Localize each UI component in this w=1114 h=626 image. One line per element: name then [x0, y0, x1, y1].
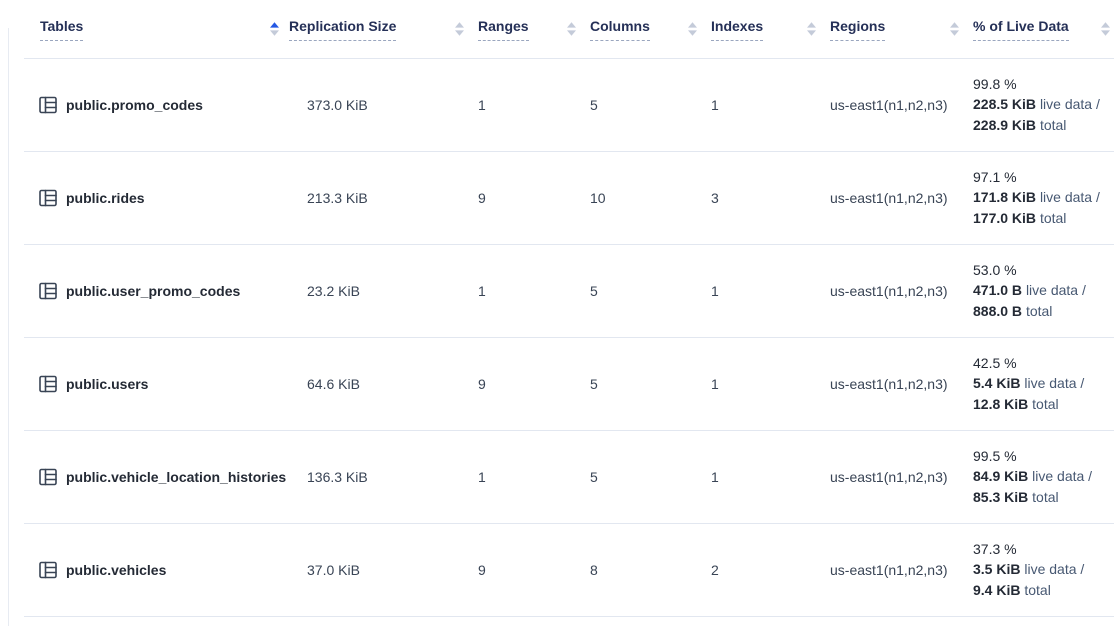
table-icon [39, 282, 57, 299]
indexes-cell: 2 [711, 523, 830, 617]
regions-cell: us-east1(n1,n2,n3) [830, 523, 973, 617]
sort-carets-icon[interactable] [567, 22, 576, 36]
ranges-cell: 9 [478, 523, 590, 617]
live-percent: 99.5 % [973, 447, 1017, 464]
total-size-line: 12.8 KiB total [973, 395, 1059, 412]
column-header-regions[interactable]: Regions [830, 0, 973, 59]
column-label-live-data[interactable]: % of Live Data [973, 17, 1069, 41]
total-size-line: 888.0 B total [973, 302, 1053, 319]
sort-carets-icon[interactable] [455, 22, 464, 36]
regions-cell: us-east1(n1,n2,n3) [830, 244, 973, 338]
column-label-tables[interactable]: Tables [40, 17, 84, 41]
table-icon [39, 561, 57, 578]
ranges-cell: 9 [478, 151, 590, 245]
table-name-link[interactable]: public.promo_codes [66, 96, 203, 113]
column-header-tables[interactable]: Tables [24, 0, 289, 59]
live-size-line: 5.4 KiB live data / [973, 375, 1085, 392]
indexes-cell: 1 [711, 244, 830, 338]
sort-carets-icon[interactable] [270, 22, 279, 36]
live-percent: 37.3 % [973, 540, 1017, 557]
table-row[interactable]: public.rides 213.3 KiB 9 10 3 us-east1(n… [24, 151, 1114, 245]
total-size-line: 228.9 KiB total [973, 116, 1067, 133]
regions-cell: us-east1(n1,n2,n3) [830, 151, 973, 245]
columns-cell: 5 [590, 337, 711, 431]
columns-cell: 5 [590, 244, 711, 338]
replication-size-cell: 64.6 KiB [289, 337, 478, 431]
live-percent: 53.0 % [973, 261, 1017, 278]
sort-carets-icon[interactable] [807, 22, 816, 36]
sort-carets-icon[interactable] [1101, 22, 1110, 36]
replication-size-cell: 23.2 KiB [289, 244, 478, 338]
columns-cell: 5 [590, 58, 711, 152]
live-percent: 99.8 % [973, 75, 1017, 92]
column-label-indexes[interactable]: Indexes [711, 17, 764, 41]
left-panel-divider [8, 28, 9, 626]
table-row[interactable]: public.users 64.6 KiB 9 5 1 us-east1(n1,… [24, 337, 1114, 431]
indexes-cell: 1 [711, 337, 830, 431]
indexes-cell: 1 [711, 58, 830, 152]
tables-list: Tables Replication Size [24, 0, 1114, 617]
column-label-regions[interactable]: Regions [830, 17, 886, 41]
column-header-live-data[interactable]: % of Live Data [973, 0, 1114, 59]
ranges-cell: 1 [478, 58, 590, 152]
table-row[interactable]: public.promo_codes 373.0 KiB 1 5 1 us-ea… [24, 58, 1114, 152]
live-size-line: 171.8 KiB live data / [973, 189, 1100, 206]
live-size-line: 3.5 KiB live data / [973, 561, 1085, 578]
live-size-line: 228.5 KiB live data / [973, 96, 1100, 113]
live-data-cell: 99.5 % 84.9 KiB live data / 85.3 KiB tot… [973, 430, 1114, 524]
table-row[interactable]: public.vehicle_location_histories 136.3 … [24, 430, 1114, 524]
column-label-replication-size[interactable]: Replication Size [289, 17, 397, 41]
columns-cell: 10 [590, 151, 711, 245]
indexes-cell: 3 [711, 151, 830, 245]
ranges-cell: 1 [478, 244, 590, 338]
live-data-cell: 53.0 % 471.0 B live data / 888.0 B total [973, 244, 1114, 338]
ranges-cell: 1 [478, 430, 590, 524]
table-name-link[interactable]: public.user_promo_codes [66, 282, 241, 299]
regions-cell: us-east1(n1,n2,n3) [830, 430, 973, 524]
live-percent: 42.5 % [973, 354, 1017, 371]
total-size-line: 177.0 KiB total [973, 209, 1067, 226]
replication-size-cell: 136.3 KiB [289, 430, 478, 524]
table-name-link[interactable]: public.vehicle_location_histories [66, 468, 287, 485]
column-label-ranges[interactable]: Ranges [478, 17, 529, 41]
live-data-cell: 97.1 % 171.8 KiB live data / 177.0 KiB t… [973, 151, 1114, 245]
ranges-cell: 9 [478, 337, 590, 431]
regions-cell: us-east1(n1,n2,n3) [830, 58, 973, 152]
live-size-line: 84.9 KiB live data / [973, 468, 1093, 485]
live-percent: 97.1 % [973, 168, 1017, 185]
total-size-line: 9.4 KiB total [973, 581, 1051, 598]
sort-carets-icon[interactable] [688, 22, 697, 36]
live-size-line: 471.0 B live data / [973, 282, 1086, 299]
column-header-indexes[interactable]: Indexes [711, 0, 830, 59]
table-icon [39, 375, 57, 392]
table-name-link[interactable]: public.users [66, 375, 149, 392]
table-row[interactable]: public.vehicles 37.0 KiB 9 8 2 us-east1(… [24, 523, 1114, 617]
columns-cell: 5 [590, 430, 711, 524]
regions-cell: us-east1(n1,n2,n3) [830, 337, 973, 431]
table-icon [39, 468, 57, 485]
table-header-row: Tables Replication Size [24, 0, 1114, 59]
live-data-cell: 37.3 % 3.5 KiB live data / 9.4 KiB total [973, 523, 1114, 617]
live-data-cell: 99.8 % 228.5 KiB live data / 228.9 KiB t… [973, 58, 1114, 152]
column-label-columns[interactable]: Columns [590, 17, 650, 41]
replication-size-cell: 37.0 KiB [289, 523, 478, 617]
table-row[interactable]: public.user_promo_codes 23.2 KiB 1 5 1 u… [24, 244, 1114, 338]
table-name-link[interactable]: public.vehicles [66, 561, 167, 578]
columns-cell: 8 [590, 523, 711, 617]
column-header-replication-size[interactable]: Replication Size [289, 0, 478, 59]
live-data-cell: 42.5 % 5.4 KiB live data / 12.8 KiB tota… [973, 337, 1114, 431]
table-icon [39, 96, 57, 113]
column-header-ranges[interactable]: Ranges [478, 0, 590, 59]
total-size-line: 85.3 KiB total [973, 488, 1059, 505]
replication-size-cell: 373.0 KiB [289, 58, 478, 152]
table-name-link[interactable]: public.rides [66, 189, 145, 206]
table-icon [39, 189, 57, 206]
replication-size-cell: 213.3 KiB [289, 151, 478, 245]
sort-carets-icon[interactable] [950, 22, 959, 36]
column-header-columns[interactable]: Columns [590, 0, 711, 59]
indexes-cell: 1 [711, 430, 830, 524]
